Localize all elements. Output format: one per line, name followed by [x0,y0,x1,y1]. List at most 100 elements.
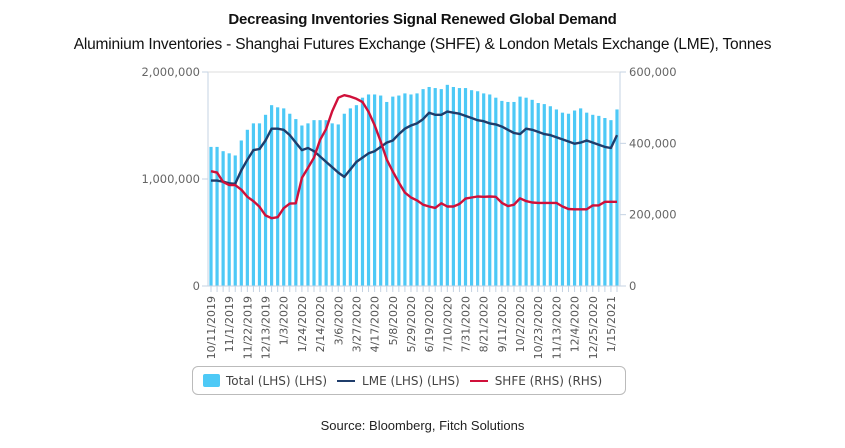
bar-total [391,96,395,286]
line-lme [211,110,619,186]
x-axis-labels: 10/11/2019 11/1/2019 11/22/2019 12/13/2019 1… [205,296,618,359]
bar-total [524,97,528,287]
x-tick-label: 3/27/2020 [350,296,363,352]
bar-total [530,99,534,286]
y-axis-left-labels: 0 1,000,000 2,000,000 [141,65,200,293]
bar-total [494,97,498,287]
bar-total [427,86,431,286]
bar-total [615,109,619,286]
legend-swatch-total [203,374,220,387]
x-tick-label: 3/6/2020 [332,296,345,345]
legend-label-lme: LME (LHS) (LHS) [362,373,460,388]
x-tick-label: 9/11/2020 [496,296,509,352]
bar-total [330,123,334,286]
y-left-tick-label: 0 [193,279,200,293]
chart-title: Decreasing Inventories Signal Renewed Gl… [228,11,617,28]
y-left-tick-label: 2,000,000 [141,65,200,79]
bar-total [282,108,286,286]
chart-subtitle: Aluminium Inventories - Shanghai Futures… [73,36,772,53]
total-bars [209,84,619,287]
bar-total [421,89,425,287]
x-tick-label: 12/25/2020 [587,296,600,359]
x-tick-label: 10/2/2020 [514,296,527,352]
bar-total [373,94,377,286]
bar-total [209,146,213,286]
legend-label-shfe: SHFE (RHS) (RHS) [494,373,603,388]
x-tick-label: 1/3/2020 [278,296,291,345]
source-note: Source: Bloomberg, Fitch Solutions [320,418,525,433]
bar-total [366,94,371,286]
bar-total [415,93,419,287]
bar-total [548,106,552,287]
x-tick-label: 6/19/2020 [423,296,436,352]
bar-total [560,112,565,286]
axes [202,71,626,292]
bar-total [269,105,274,286]
y-left-tick-label: 1,000,000 [141,172,200,186]
legend: Total (LHS) (LHS) LME (LHS) (LHS) SHFE (… [192,366,626,395]
bar-total [542,104,546,286]
series-lines [210,93,619,220]
x-tick-label: 1/24/2020 [296,296,309,352]
bar-total [488,94,492,286]
legend-item-lme[interactable]: LME (LHS) (LHS) [337,374,460,388]
bar-total [257,123,262,286]
x-tick-label: 8/21/2020 [478,296,491,352]
x-tick-label: 10/11/2019 [205,296,218,359]
bar-total [397,95,401,286]
bar-total [512,101,516,287]
bar-total [597,115,601,287]
x-tick-label: 7/31/2020 [460,296,473,352]
x-tick-label: 11/1/2019 [223,296,236,352]
bar-total [403,93,407,287]
y-right-tick-label: 200,000 [629,208,677,222]
bar-total [385,101,389,287]
bar-total [554,109,559,286]
bar-total [482,93,486,287]
x-tick-label: 5/8/2020 [387,296,400,345]
bar-total [476,91,480,286]
legend-item-total[interactable]: Total (LHS) (LHS) [203,374,327,388]
bar-total [354,105,359,286]
bar-total [348,108,352,286]
bar-total [342,113,346,286]
x-tick-label: 12/13/2019 [260,296,273,359]
bar-total [251,123,256,286]
bar-total [300,125,304,286]
x-tick-label: 1/15/2021 [605,296,618,352]
bar-total [439,89,443,287]
bar-total [463,88,468,286]
x-tick-label: 11/22/2019 [241,296,254,359]
y-axis-right-labels: 0 200,000 400,000 600,000 [629,65,677,293]
x-tick-label: 10/23/2020 [532,296,545,359]
x-tick-label: 5/29/2020 [405,296,418,352]
bar-total [276,107,280,286]
bar-total [312,120,316,287]
bar-total [360,97,365,287]
y-right-tick-label: 400,000 [629,136,677,150]
bar-total [239,140,243,286]
bar-total [445,84,449,286]
bar-total [469,90,474,286]
bar-total [506,101,510,287]
x-tick-label: 4/17/2020 [369,296,382,352]
y-right-tick-label: 600,000 [629,65,677,79]
x-tick-label: 2/14/2020 [314,296,327,352]
bar-total [409,94,413,286]
bar-total [579,108,583,286]
bar-total [433,88,437,286]
bar-total [457,88,462,286]
bar-total [379,95,383,286]
bar-total [233,155,237,286]
x-tick-label: 11/13/2020 [550,296,563,359]
bar-total [221,151,225,286]
bar-total [518,96,522,286]
bar-total [318,120,322,287]
line-shfe [210,93,617,220]
bar-total [572,110,577,287]
legend-item-shfe[interactable]: SHFE (RHS) (RHS) [469,373,603,388]
legend-label-total: Total (LHS) (LHS) [226,373,328,388]
bar-total [566,113,571,286]
bar-total [609,120,613,287]
